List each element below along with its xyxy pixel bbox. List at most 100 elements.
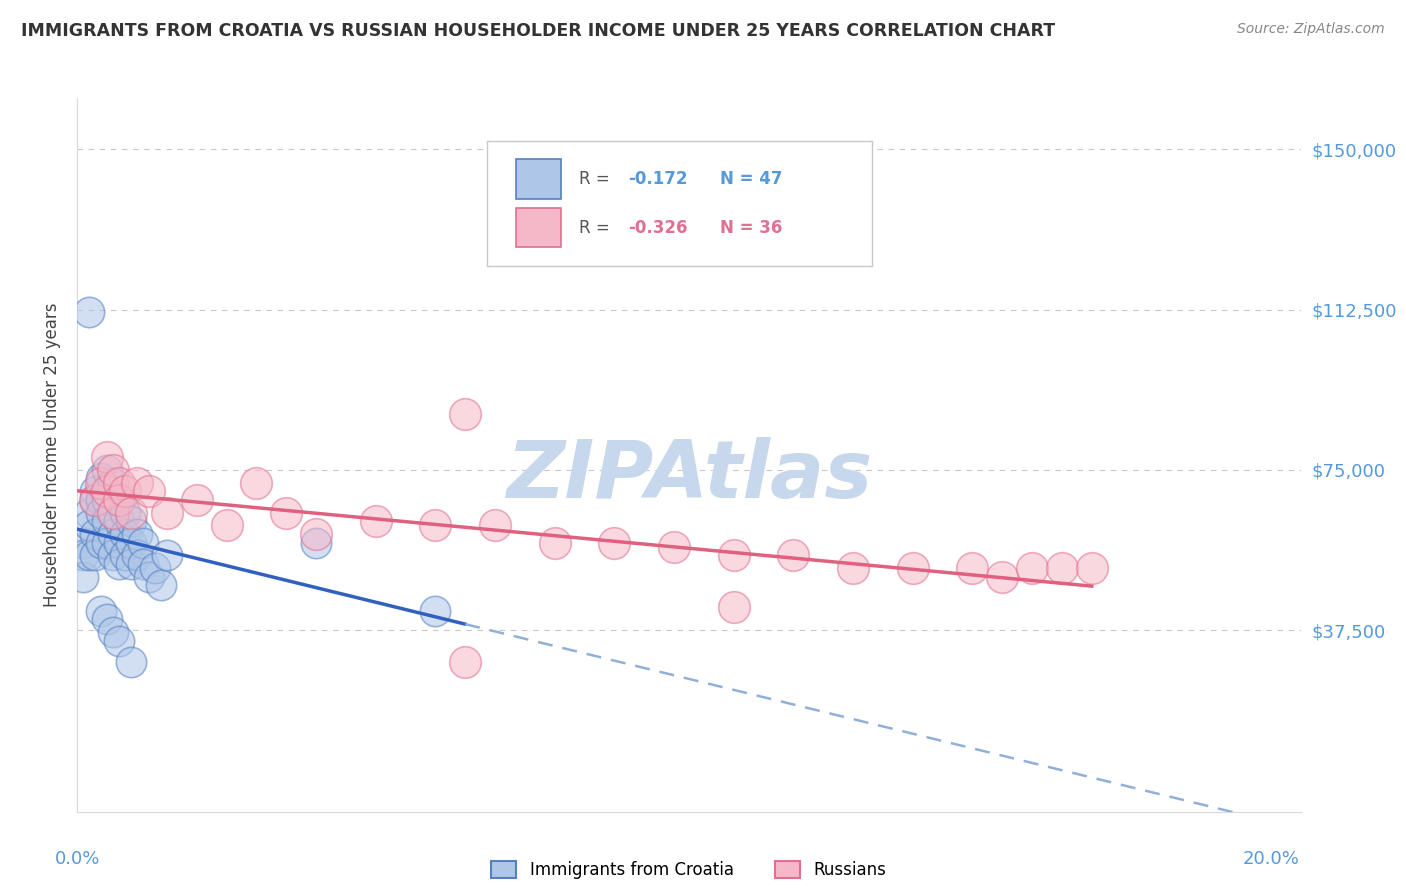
Point <box>77 518 100 533</box>
Legend: Immigrants from Croatia, Russians: Immigrants from Croatia, Russians <box>485 854 893 886</box>
Point <box>364 514 387 528</box>
Point <box>245 475 267 490</box>
Point <box>96 612 118 626</box>
Point <box>114 549 136 563</box>
Point <box>215 518 238 533</box>
Point <box>132 535 155 549</box>
Text: IMMIGRANTS FROM CROATIA VS RUSSIAN HOUSEHOLDER INCOME UNDER 25 YEARS CORRELATION: IMMIGRANTS FROM CROATIA VS RUSSIAN HOUSE… <box>21 22 1056 40</box>
Point <box>77 506 100 520</box>
Text: -0.172: -0.172 <box>628 170 688 188</box>
Point <box>90 506 112 520</box>
Point <box>108 475 131 490</box>
Point <box>108 557 131 571</box>
Text: ZIPAtlas: ZIPAtlas <box>506 437 872 516</box>
Point <box>1080 561 1102 575</box>
Point <box>108 492 131 507</box>
Point <box>425 604 447 618</box>
Point <box>72 570 94 584</box>
Point <box>96 492 118 507</box>
Point <box>84 492 107 507</box>
Point <box>603 535 626 549</box>
Point <box>484 518 506 533</box>
Point <box>84 527 107 541</box>
Point <box>120 506 142 520</box>
Point <box>186 492 208 507</box>
Point <box>90 475 112 490</box>
Point <box>156 506 179 520</box>
Point <box>114 527 136 541</box>
Point <box>425 518 447 533</box>
Point <box>96 450 118 464</box>
Point <box>132 557 155 571</box>
Text: R =: R = <box>579 219 614 236</box>
Point <box>108 492 131 507</box>
Point <box>962 561 984 575</box>
Point <box>842 561 865 575</box>
Point <box>96 484 118 499</box>
Point <box>90 492 112 507</box>
Point <box>120 514 142 528</box>
Point <box>114 484 136 499</box>
Point <box>108 514 131 528</box>
Point <box>723 599 745 614</box>
Point <box>72 549 94 563</box>
Point <box>101 463 124 477</box>
Point <box>90 535 112 549</box>
Point <box>77 549 100 563</box>
Point <box>782 549 804 563</box>
Point <box>101 506 124 520</box>
Point <box>662 540 685 554</box>
Point <box>305 527 328 541</box>
FancyBboxPatch shape <box>486 141 873 266</box>
Text: N = 47: N = 47 <box>720 170 782 188</box>
Text: -0.326: -0.326 <box>628 219 688 236</box>
Point <box>90 604 112 618</box>
Point <box>101 475 124 490</box>
Point <box>156 549 179 563</box>
Point <box>72 535 94 549</box>
Point <box>544 535 567 549</box>
Bar <box>516 160 561 199</box>
Point <box>125 549 148 563</box>
Point <box>114 506 136 520</box>
Point <box>125 527 148 541</box>
Text: 20.0%: 20.0% <box>1243 850 1299 868</box>
Bar <box>516 208 561 247</box>
Point <box>108 535 131 549</box>
Text: Source: ZipAtlas.com: Source: ZipAtlas.com <box>1237 22 1385 37</box>
Point <box>120 655 142 669</box>
Point <box>120 557 142 571</box>
Point <box>138 570 160 584</box>
Point <box>108 633 131 648</box>
Point <box>96 514 118 528</box>
Point <box>96 463 118 477</box>
Point <box>276 506 298 520</box>
Point <box>101 506 124 520</box>
Point <box>84 549 107 563</box>
Point <box>305 535 328 549</box>
Text: N = 36: N = 36 <box>720 219 782 236</box>
Point <box>96 535 118 549</box>
Text: 0.0%: 0.0% <box>55 850 100 868</box>
Point <box>90 471 112 485</box>
Point <box>901 561 924 575</box>
Point <box>84 492 107 507</box>
Text: R =: R = <box>579 170 614 188</box>
Point <box>138 484 160 499</box>
Point <box>454 407 477 421</box>
Point <box>1021 561 1043 575</box>
Point <box>991 570 1014 584</box>
Point <box>149 578 172 592</box>
Point <box>101 527 124 541</box>
Point <box>454 655 477 669</box>
Y-axis label: Householder Income Under 25 years: Householder Income Under 25 years <box>44 302 62 607</box>
Point <box>101 549 124 563</box>
Point <box>77 305 100 319</box>
Point <box>1050 561 1073 575</box>
Point <box>84 484 107 499</box>
Point <box>101 625 124 640</box>
Point <box>723 549 745 563</box>
Point <box>143 561 166 575</box>
Point <box>120 535 142 549</box>
Point <box>125 475 148 490</box>
